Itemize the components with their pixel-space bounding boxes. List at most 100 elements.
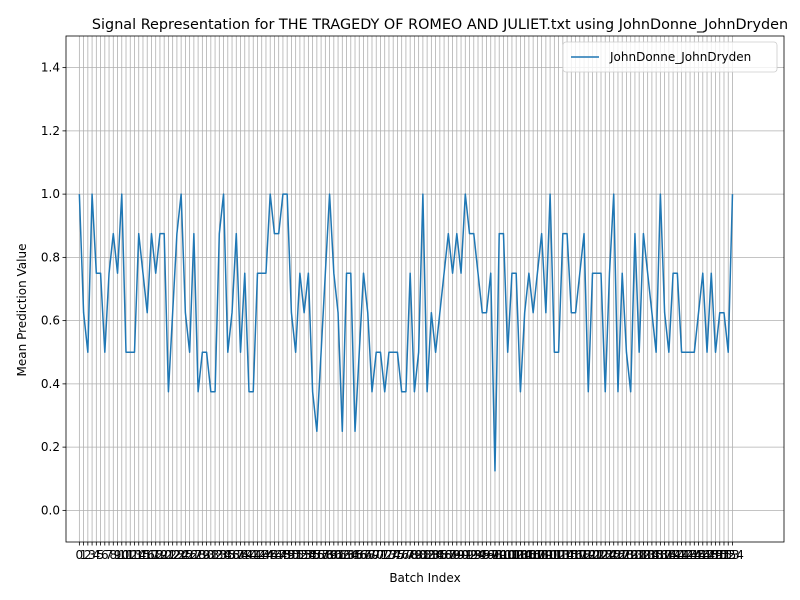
x-tick-label: 144 (679, 548, 702, 562)
x-tick-label: 21 (161, 548, 176, 562)
x-tick-label: 65 (347, 548, 362, 562)
x-tick-label: 130 (619, 548, 642, 562)
x-tick-label: 74 (386, 548, 401, 562)
x-tick-label: 50 (284, 548, 299, 562)
x-tick-label: 12 (123, 548, 138, 562)
x-tick-label: 10 (114, 548, 129, 562)
x-tick-label: 138 (653, 548, 676, 562)
x-tick-label: 55 (305, 548, 320, 562)
x-tick-label: 78 (403, 548, 418, 562)
x-tick-label: 104 (509, 548, 532, 562)
x-tick-label: 112 (543, 548, 566, 562)
y-tick-label: 0.6 (41, 314, 60, 328)
x-tick-label: 114 (551, 548, 574, 562)
x-tick-label: 83 (424, 548, 439, 562)
x-tick-label: 59 (322, 548, 337, 562)
x-tick-label: 67 (356, 548, 371, 562)
x-tick-label: 119 (573, 548, 596, 562)
x-tick-label: 113 (547, 548, 570, 562)
x-tick-label: 131 (623, 548, 646, 562)
x-tick-label: 116 (560, 548, 583, 562)
x-tick-label: 18 (148, 548, 163, 562)
y-tick-label: 0.0 (41, 503, 60, 517)
x-tick-label: 135 (640, 548, 663, 562)
x-tick-label: 146 (687, 548, 710, 562)
x-tick-label: 13 (127, 548, 142, 562)
x-tick-label: 75 (390, 548, 405, 562)
x-tick-label: 120 (577, 548, 600, 562)
x-tick-label: 46 (267, 548, 282, 562)
x-tick-label: 77 (398, 548, 413, 562)
x-tick-label: 134 (636, 548, 659, 562)
x-tick-label: 37 (229, 548, 244, 562)
x-tick-label: 34 (216, 548, 231, 562)
x-tick-label: 88 (445, 548, 460, 562)
x-tick-label: 25 (178, 548, 193, 562)
x-tick-label: 97 (483, 548, 498, 562)
x-tick-label: 48 (275, 548, 290, 562)
x-tick-label: 9 (114, 548, 122, 562)
x-tick-label: 52 (292, 548, 307, 562)
x-tick-label: 136 (645, 548, 668, 562)
x-tick-label: 36 (224, 548, 239, 562)
x-tick-label: 82 (419, 548, 434, 562)
x-tick-label: 3 (88, 548, 96, 562)
x-tick-label: 73 (381, 548, 396, 562)
x-tick-label: 26 (182, 548, 197, 562)
x-tick-label: 126 (602, 548, 625, 562)
x-tick-label: 1 (80, 548, 88, 562)
x-tick-label: 128 (611, 548, 634, 562)
x-tick-label: 127 (607, 548, 630, 562)
x-tick-label: 105 (513, 548, 536, 562)
x-tick-label: 15 (135, 548, 150, 562)
x-tick-label: 142 (670, 548, 693, 562)
y-tick-label: 1.4 (41, 61, 60, 75)
x-tick-label: 60 (326, 548, 341, 562)
x-tick-label: 111 (539, 548, 562, 562)
y-tick-label: 1.2 (41, 124, 60, 138)
x-tick-label: 54 (301, 548, 316, 562)
x-tick-label: 107 (522, 548, 545, 562)
x-tick-label: 147 (691, 548, 714, 562)
x-tick-label: 27 (186, 548, 201, 562)
x-tick-label: 51 (288, 548, 303, 562)
x-tick-label: 53 (296, 548, 311, 562)
x-tick-label: 7 (105, 548, 113, 562)
x-tick-label: 98 (487, 548, 502, 562)
x-tick-label: 62 (335, 548, 350, 562)
x-tick-label: 8 (109, 548, 117, 562)
x-tick-label: 122 (585, 548, 608, 562)
legend-label: JohnDonne_JohnDryden (609, 50, 751, 64)
x-tick-label: 143 (674, 548, 697, 562)
x-tick-label: 102 (500, 548, 523, 562)
y-axis-label: Mean Prediction Value (15, 244, 29, 377)
x-tick-label: 84 (428, 548, 443, 562)
x-tick-label: 80 (411, 548, 426, 562)
y-tick-label: 1.0 (41, 187, 60, 201)
x-tick-label: 29 (195, 548, 210, 562)
legend-box (562, 41, 778, 73)
x-tick-label: 24 (174, 548, 189, 562)
x-tick-label: 61 (330, 548, 345, 562)
x-tick-label: 0 (76, 548, 84, 562)
x-tick-label: 4 (93, 548, 101, 562)
x-tick-label: 100 (492, 548, 515, 562)
legend: JohnDonne_JohnDryden (562, 41, 778, 73)
x-tick-label: 152 (713, 548, 736, 562)
y-tick-label: 0.4 (41, 377, 60, 391)
x-tick-label: 14 (131, 548, 146, 562)
x-tick-label: 45 (263, 548, 278, 562)
x-tick-label: 63 (339, 548, 354, 562)
x-tick-label: 68 (360, 548, 375, 562)
series-line (78, 193, 734, 472)
x-tick-label: 70 (369, 548, 384, 562)
x-tick-label: 124 (594, 548, 617, 562)
x-tick-label: 16 (140, 548, 155, 562)
x-tick-label: 56 (309, 548, 324, 562)
x-tick-label: 149 (700, 548, 723, 562)
x-tick-label: 151 (708, 548, 731, 562)
x-tick-label: 6 (101, 548, 109, 562)
x-tick-label: 141 (666, 548, 689, 562)
x-tick-label: 154 (721, 548, 744, 562)
